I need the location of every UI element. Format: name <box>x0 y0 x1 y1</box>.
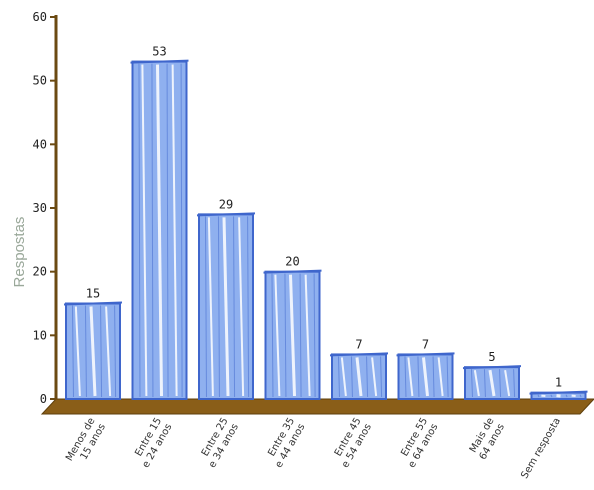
data-label: 53 <box>152 45 166 59</box>
bar-hatch <box>100 305 103 398</box>
data-label: 1 <box>555 376 562 390</box>
bar <box>529 390 588 400</box>
bar-hatch <box>513 369 516 398</box>
bar <box>329 352 389 400</box>
bar-stripe <box>504 370 511 397</box>
y-tick-label: 50 <box>33 74 47 88</box>
bar-hatch <box>84 305 87 398</box>
bar-hatch <box>483 369 486 398</box>
bar-hatch <box>151 63 154 398</box>
data-label: 20 <box>285 255 299 269</box>
bar-top-edge <box>462 365 522 370</box>
bar-top-edge <box>396 352 455 357</box>
bar-top-edge <box>196 212 256 217</box>
bar-stripe <box>304 274 311 397</box>
bar-hatch <box>299 273 302 398</box>
bar-hatch <box>579 394 582 398</box>
bar-hatch <box>204 216 207 398</box>
bar-hatch <box>404 356 407 398</box>
y-tick-label: 60 <box>33 10 47 24</box>
bar-top-edge <box>529 390 588 395</box>
bar-stripe <box>422 357 429 397</box>
y-axis-label: Respostas <box>11 217 28 288</box>
bar-stripe <box>274 274 281 397</box>
bar-top-edge <box>130 59 189 64</box>
bar-stripe <box>171 64 178 397</box>
bar-top-edge <box>63 301 123 306</box>
y-tick-label: 30 <box>33 201 47 215</box>
x-tick-label: Entre 25e 34 anos <box>197 416 241 470</box>
data-label: 29 <box>219 197 233 211</box>
data-label: 7 <box>355 337 362 351</box>
y-tick-label: 20 <box>33 265 47 279</box>
bar-hatch <box>417 356 420 398</box>
bar-hatch <box>166 63 169 398</box>
x-tick-label: Entre 35e 44 anos <box>263 416 307 470</box>
bar-hatch <box>380 356 383 398</box>
x-tick-label: Entre 45e 54 anos <box>330 416 374 470</box>
bar-hatch <box>350 356 353 398</box>
x-tick-label: Mais de64 anos <box>467 416 507 462</box>
bar-hatch <box>114 305 117 398</box>
bar-hatch <box>366 356 369 398</box>
bar-hatch <box>71 305 74 398</box>
bar-hatch <box>233 216 236 398</box>
y-tick-label: 40 <box>33 137 47 151</box>
bar-hatch <box>271 273 274 398</box>
bar-stripe <box>340 357 347 397</box>
bar-hatch <box>217 216 220 398</box>
bar-stripe <box>207 217 214 397</box>
bar <box>263 269 322 400</box>
bar-top-edge <box>263 269 322 274</box>
bar-stripe <box>74 306 81 397</box>
bar-hatch <box>284 273 287 398</box>
bar-hatch <box>138 63 141 398</box>
bar-top-edge <box>329 352 389 357</box>
bar-stripe <box>141 64 148 397</box>
bar-stripe <box>222 217 230 397</box>
bar-hatch <box>432 356 435 398</box>
bar-stripe <box>89 306 97 397</box>
bar-hatch <box>180 63 183 398</box>
bar <box>63 301 123 400</box>
bar-hatch <box>537 394 540 398</box>
bar-stripe <box>238 217 245 397</box>
chart-floor <box>40 398 594 415</box>
bar-stripe <box>488 369 496 397</box>
bar-hatch <box>446 356 449 398</box>
bar-hatch <box>247 216 250 398</box>
x-tick-label-line: Sem resposta <box>519 416 563 481</box>
data-label: 15 <box>86 287 100 301</box>
bar-hatch <box>550 394 553 398</box>
bar-stripe <box>156 64 163 397</box>
bar-hatch <box>337 356 340 398</box>
bar <box>196 212 256 400</box>
bar-hatch <box>470 369 473 398</box>
x-tick-label: Entre 55e 64 anos <box>396 416 440 470</box>
data-label: 5 <box>488 350 495 364</box>
bar-hatch <box>565 394 568 398</box>
x-tick-label: Menos de15 anos <box>64 416 108 469</box>
bar-stripe <box>473 370 480 397</box>
bar-stripe <box>105 306 112 397</box>
y-tick-label: 10 <box>33 328 47 342</box>
bar <box>462 365 522 400</box>
data-label: 7 <box>422 337 429 351</box>
bar-stripe <box>437 357 444 397</box>
bar-hatch <box>499 369 502 398</box>
y-tick-label: 0 <box>40 392 47 406</box>
bar <box>130 59 189 400</box>
bar-stripe <box>407 357 414 397</box>
bar-stripe <box>289 274 296 397</box>
bar-stripe <box>355 357 363 397</box>
bar-stripe <box>371 357 378 397</box>
bar <box>396 352 455 400</box>
x-tick-label: Entre 15e 24 anos <box>130 416 174 470</box>
x-tick-label: Sem resposta <box>519 416 563 481</box>
bar-hatch <box>313 273 316 398</box>
